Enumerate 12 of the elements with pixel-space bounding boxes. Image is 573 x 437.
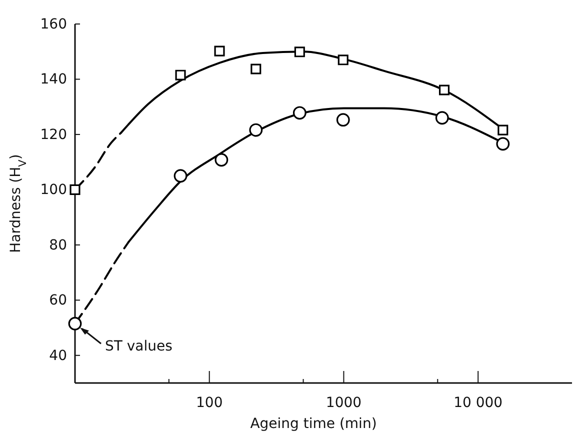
y-tick-label: 160 — [40, 16, 67, 32]
y-tick-label: 60 — [49, 292, 67, 309]
y-tick-label: 40 — [49, 348, 67, 364]
x-tick-label: 10 000 — [454, 394, 503, 411]
annotation: ST values — [105, 338, 172, 355]
x-tick-label: 1000 — [326, 394, 362, 411]
x-axis-title: Ageing time (min) — [250, 416, 377, 432]
y-tick-label: 120 — [40, 126, 67, 143]
y-tick-label: 140 — [40, 72, 67, 88]
y-tick-label: 80 — [49, 237, 67, 254]
x-tick-label: 100 — [196, 394, 223, 411]
y-tick-label: 100 — [40, 182, 67, 198]
